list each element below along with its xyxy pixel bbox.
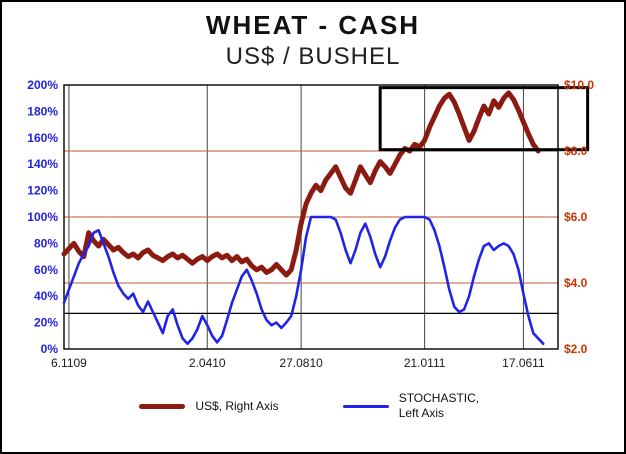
svg-text:200%: 200% xyxy=(27,78,58,92)
svg-text:2.0410: 2.0410 xyxy=(189,356,226,370)
svg-text:0%: 0% xyxy=(41,342,59,356)
legend-item-usd: US$, Right Axis xyxy=(139,399,279,413)
svg-text:40%: 40% xyxy=(34,289,58,303)
chart-title: WHEAT - CASH xyxy=(205,10,421,40)
svg-text:17.0611: 17.0611 xyxy=(502,356,545,370)
svg-text:$6.0: $6.0 xyxy=(564,210,588,224)
svg-text:21.0111: 21.0111 xyxy=(404,356,446,370)
usd-line-swatch xyxy=(139,403,186,409)
svg-text:180%: 180% xyxy=(27,104,58,118)
chart-legend: US$, Right Axis STOCHASTIC, Left Axis xyxy=(2,391,624,421)
svg-text:160%: 160% xyxy=(27,131,58,145)
price-stochastic-chart: 0% 20% 40% 60% 80% 100% 120% 140% 160% 180% 200% $2… xyxy=(27,78,594,370)
legend-item-stochastic: STOCHASTIC, Left Axis xyxy=(342,391,487,421)
svg-text:$2.0: $2.0 xyxy=(564,342,588,356)
svg-text:80%: 80% xyxy=(34,236,58,250)
svg-text:$8.0: $8.0 xyxy=(564,144,588,158)
svg-text:120%: 120% xyxy=(27,184,58,198)
stochastic-line-swatch xyxy=(342,404,389,408)
stochastic-legend-label: STOCHASTIC, Left Axis xyxy=(398,391,480,420)
chart-subtitle: US$ / BUSHEL xyxy=(225,43,401,70)
usd-legend-label: US$, Right Axis xyxy=(195,399,279,413)
chart-header: WHEAT - CASH US$ / BUSHEL xyxy=(2,2,624,71)
svg-text:140%: 140% xyxy=(27,157,58,171)
svg-text:$4.0: $4.0 xyxy=(564,276,588,290)
svg-text:6.1109: 6.1109 xyxy=(51,356,87,370)
svg-text:20%: 20% xyxy=(34,316,58,330)
svg-text:60%: 60% xyxy=(34,263,58,277)
svg-text:27.0810: 27.0810 xyxy=(279,356,323,370)
svg-text:100%: 100% xyxy=(27,210,58,224)
svg-text:$10.0: $10.0 xyxy=(564,78,594,92)
